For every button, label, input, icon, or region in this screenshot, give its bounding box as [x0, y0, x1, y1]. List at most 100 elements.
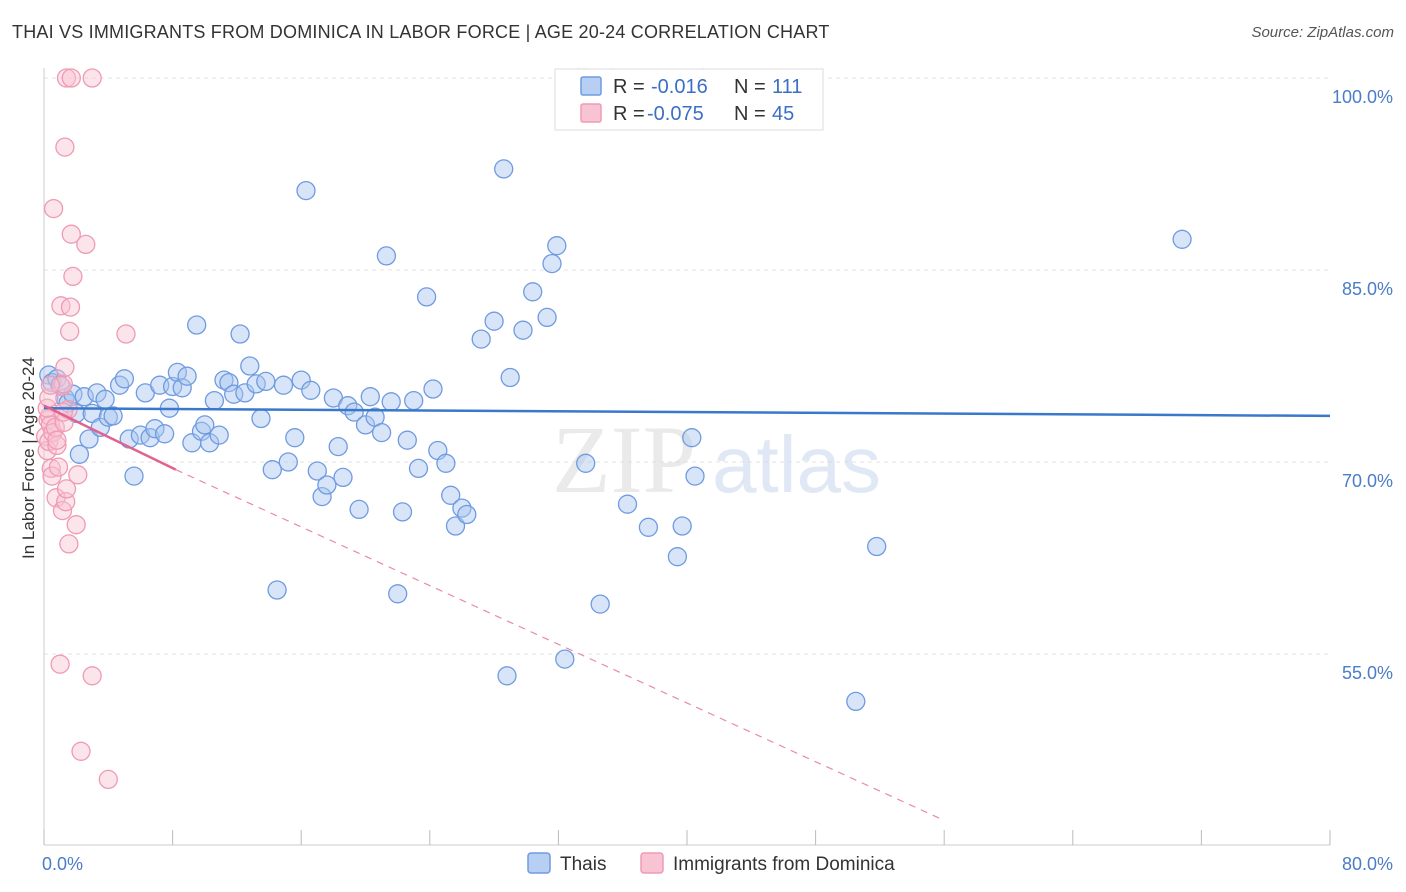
point-s0-87: [494, 159, 514, 179]
point-s0-37: [204, 390, 225, 411]
point-s0-18: [114, 369, 135, 389]
point-s0-31: [177, 366, 197, 386]
chart-title: THAI VS IMMIGRANTS FROM DOMINICA IN LABO…: [12, 22, 830, 42]
point-s0-85: [484, 311, 504, 331]
legend-n-label-2: N =: [734, 103, 766, 125]
point-s0-10: [79, 429, 99, 449]
legend-r-label-1: R =: [613, 76, 645, 98]
point-s0-52: [285, 428, 305, 448]
point-s1-15: [51, 296, 71, 316]
watermark-zip: ZIP: [552, 406, 696, 513]
trend-line-0: [43, 406, 1331, 418]
point-s1-40: [61, 68, 81, 88]
point-s0-79: [436, 453, 456, 473]
point-s1-34: [98, 769, 118, 790]
bottom-legend-label-thais: Thais: [560, 854, 606, 875]
point-s0-74: [404, 390, 424, 411]
point-s0-8: [69, 444, 90, 464]
point-s0-58: [317, 475, 337, 495]
point-s0-55: [301, 380, 321, 400]
point-s0-60: [328, 436, 348, 457]
point-s0-14: [95, 389, 115, 409]
point-s1-32: [76, 234, 96, 255]
point-s0-71: [388, 584, 408, 604]
point-s0-35: [195, 415, 215, 435]
point-s1-9: [43, 198, 64, 219]
trend-line-1: [43, 404, 177, 471]
point-s0-65: [355, 415, 376, 435]
point-s1-26: [60, 297, 81, 317]
point-s1-35: [116, 324, 136, 344]
point-s1-20: [55, 357, 75, 377]
point-s1-43: [47, 430, 67, 450]
point-s0-26: [154, 424, 175, 444]
legend-r-value-1: -0.016: [651, 76, 708, 98]
point-s0-95: [576, 453, 596, 473]
point-s0-40: [219, 372, 239, 393]
point-s0-75: [408, 458, 429, 479]
legend-n-value-1: 111: [772, 76, 802, 98]
point-s0-84: [471, 329, 491, 349]
point-s0-70: [381, 392, 401, 412]
point-s1-33: [82, 666, 102, 686]
point-s0-103: [846, 691, 866, 712]
point-s0-105: [1172, 229, 1192, 249]
point-s0-47: [256, 371, 276, 392]
point-s1-27: [61, 224, 81, 244]
point-s1-28: [63, 266, 83, 287]
point-s0-53: [291, 370, 311, 390]
point-s0-100: [672, 516, 692, 536]
legend-swatch-dominica: [580, 103, 602, 123]
legend-box: R = -0.016 N = 111 R = -0.075 N = 45: [554, 68, 824, 131]
point-s1-38: [40, 375, 61, 395]
point-s0-83: [457, 504, 477, 525]
legend-n-value-2: 45: [772, 103, 794, 125]
point-s1-22: [56, 479, 77, 499]
point-s0-36: [199, 433, 220, 453]
point-s0-16: [103, 406, 123, 426]
point-s0-57: [312, 486, 332, 507]
gridlines: [44, 77, 1330, 655]
point-s0-20: [124, 466, 144, 486]
legend-r-label-2: R =: [613, 103, 645, 125]
point-s0-88: [500, 367, 520, 388]
point-s0-64: [349, 499, 369, 520]
point-s0-61: [333, 467, 353, 488]
point-s0-98: [638, 517, 659, 537]
point-s1-25: [60, 321, 80, 342]
point-s1-24: [59, 534, 79, 554]
point-s0-54: [296, 180, 316, 201]
point-s0-97: [617, 494, 638, 514]
point-s1-39: [56, 68, 77, 88]
point-s0-9: [74, 387, 94, 407]
point-s0-51: [278, 452, 298, 472]
point-s0-73: [397, 430, 417, 450]
y-tick-label-3: 55.0%: [1342, 663, 1393, 683]
bottom-legend-label-dominica: Immigrants from Dominica: [673, 854, 895, 875]
x-tick-label-min: 0.0%: [42, 854, 83, 874]
y-axis-title: In Labor Force | Age 20-24: [19, 357, 38, 559]
point-s0-33: [187, 315, 207, 335]
point-s0-63: [344, 402, 364, 422]
point-s0-42: [230, 324, 250, 344]
data-points: [35, 68, 1192, 790]
point-s0-50: [273, 375, 294, 395]
point-s0-101: [682, 428, 702, 448]
point-s1-14: [50, 654, 70, 674]
point-s0-46: [251, 408, 271, 429]
y-tick-label-2: 70.0%: [1342, 471, 1393, 491]
point-s1-41: [82, 68, 102, 88]
point-s0-69: [376, 246, 397, 266]
y-tick-label-0: 100.0%: [1332, 87, 1393, 107]
point-s0-94: [555, 649, 575, 669]
y-tick-labels: 100.0% 85.0% 70.0% 55.0%: [1332, 87, 1393, 683]
trend-ext-1: [175, 469, 945, 821]
chart-source: Source: ZipAtlas.com: [1251, 24, 1394, 41]
point-s0-44: [240, 356, 260, 376]
point-s0-86: [497, 666, 517, 686]
point-s0-77: [423, 379, 443, 399]
point-s0-92: [542, 253, 562, 274]
x-ticks: [43, 830, 1331, 845]
point-s0-68: [371, 422, 392, 443]
